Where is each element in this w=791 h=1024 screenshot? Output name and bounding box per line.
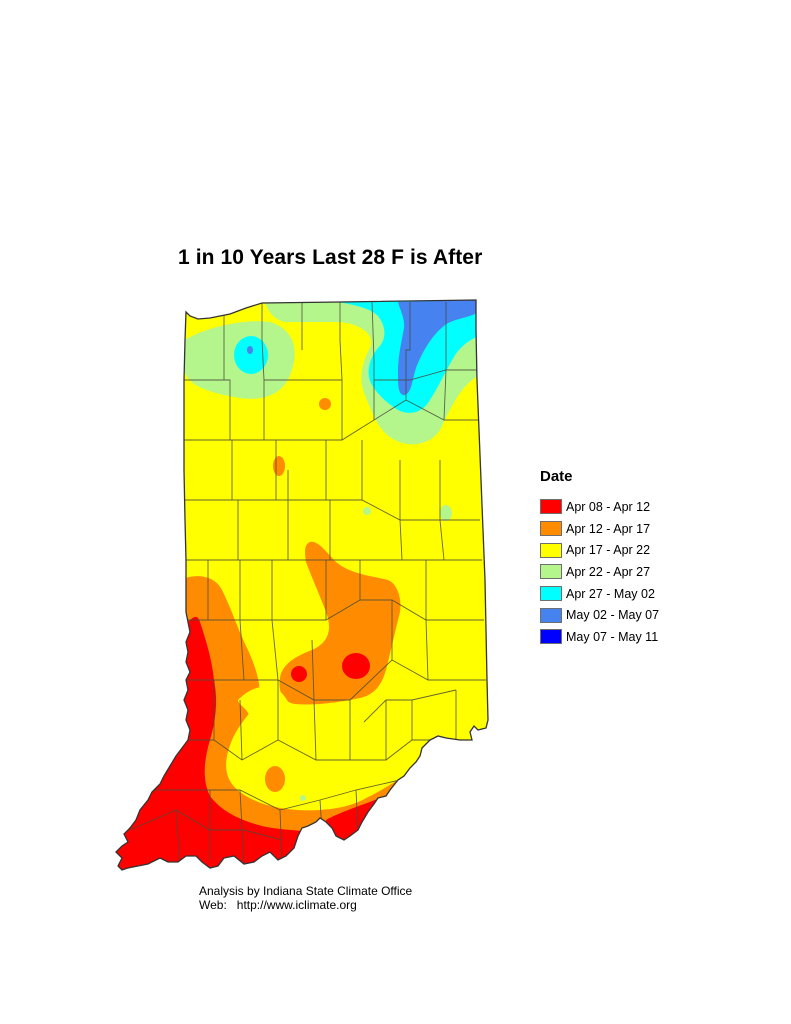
legend-label: Apr 22 - Apr 27 — [566, 564, 651, 579]
legend-item: Apr 22 - Apr 27 — [540, 561, 659, 583]
legend-item: Apr 17 - Apr 22 — [540, 539, 659, 561]
zone-ne-may02-may07 — [398, 300, 478, 396]
zone-nw-may02-may07 — [247, 346, 253, 354]
credits-web: Web: http://www.iclimate.org — [199, 898, 357, 912]
legend-title: Date — [540, 468, 573, 485]
legend-label: Apr 17 - Apr 22 — [566, 543, 651, 558]
zone-central-apr08-apr12 — [291, 666, 307, 682]
legend-label: May 07 - May 11 — [566, 629, 659, 644]
legend-item: May 02 - May 07 — [540, 604, 659, 626]
legend-swatch-medium-blue — [540, 607, 562, 623]
legend-label: May 02 - May 07 — [566, 608, 660, 623]
legend-swatch-red — [540, 499, 562, 515]
county-boundaries — [129, 301, 486, 867]
legend-item: May 07 - May 11 — [540, 626, 659, 648]
zone-s-apr17-apr22 — [238, 686, 480, 808]
zone-spot-apr12-apr17 — [319, 398, 331, 410]
legend-label: Apr 27 - May 02 — [566, 586, 655, 601]
legend-item: Apr 12 - Apr 17 — [540, 518, 659, 540]
legend-swatch-blue — [540, 629, 562, 645]
legend-swatch-yellow — [540, 542, 562, 558]
legend-swatch-orange — [540, 521, 562, 537]
zone-spot-apr12-apr17 — [273, 456, 285, 476]
legend: Date Apr 08 - Apr 12 Apr 12 - Apr 17 Apr… — [540, 468, 659, 648]
legend-item: Apr 08 - Apr 12 — [540, 496, 659, 518]
climate-zones — [116, 300, 488, 870]
credits: Analysis by Indiana State Climate Office… — [199, 884, 412, 912]
legend-item: Apr 27 - May 02 — [540, 583, 659, 605]
zone-nw-apr27-may02 — [234, 336, 268, 374]
map-title: 1 in 10 Years Last 28 F is After — [178, 246, 483, 269]
zone-spot-apr22-apr27 — [300, 795, 306, 801]
zone-spot-apr12-apr17 — [265, 766, 285, 792]
zone-spot-apr22-apr27 — [440, 505, 452, 521]
legend-swatch-light-green — [540, 564, 562, 580]
zone-central-apr12-apr17 — [279, 541, 401, 705]
zone-spot-apr22-apr27 — [363, 507, 371, 515]
zone-central-apr08-apr12 — [342, 653, 370, 679]
credits-analysis: Analysis by Indiana State Climate Office — [199, 884, 413, 898]
legend-label: Apr 08 - Apr 12 — [566, 499, 651, 514]
legend-label: Apr 12 - Apr 17 — [566, 521, 651, 536]
legend-swatch-cyan — [540, 586, 562, 602]
